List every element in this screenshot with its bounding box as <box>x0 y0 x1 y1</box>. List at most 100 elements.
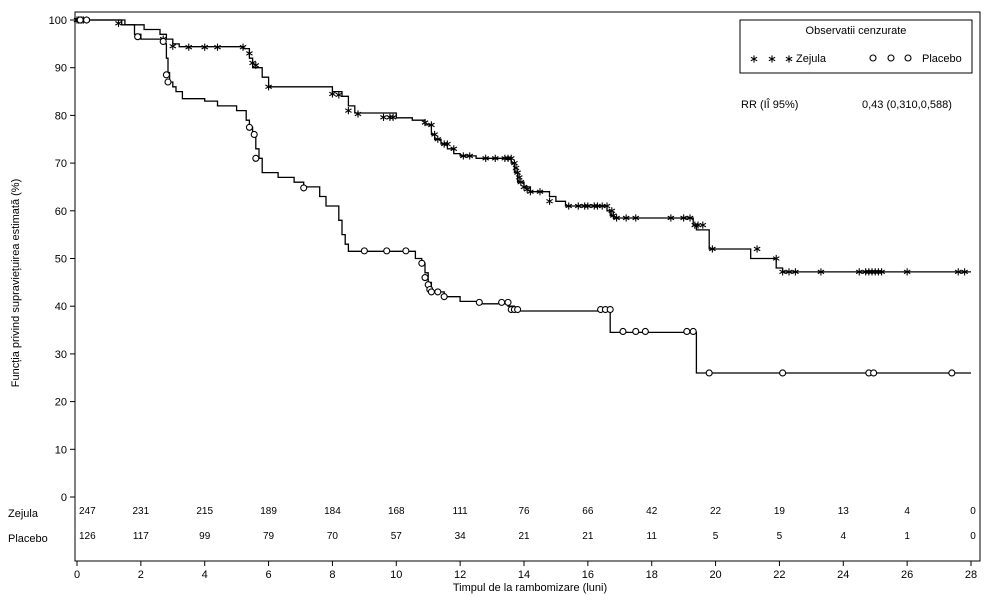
legend-zejula-markers <box>750 55 793 63</box>
marker-stroke <box>817 269 825 275</box>
censor-mark-asterisk <box>526 188 534 196</box>
censor-mark-asterisk <box>954 268 962 276</box>
censor-mark-asterisk <box>335 91 343 99</box>
x-tick-label: 12 <box>454 569 466 581</box>
risk-count: 168 <box>388 506 405 517</box>
marker-stroke <box>185 44 193 50</box>
marker-stroke <box>622 215 630 221</box>
y-tick-label: 30 <box>55 349 67 361</box>
marker-stroke <box>434 136 442 142</box>
y-tick-label: 50 <box>55 254 67 266</box>
marker-stroke <box>512 165 520 171</box>
x-tick-label: 0 <box>74 569 80 581</box>
censor-mark-circle <box>421 274 429 282</box>
censor-mark-circle <box>418 259 426 267</box>
marker-stroke <box>428 122 435 128</box>
y-axis: 0 10 20 30 40 50 60 70 80 90 100 <box>49 15 75 504</box>
y-tick-label: 100 <box>49 15 67 27</box>
y-tick-label: 20 <box>55 397 67 409</box>
marker-stroke <box>608 208 616 214</box>
marker-stroke <box>536 189 544 194</box>
censor-mark-asterisk <box>389 113 397 121</box>
y-tick-label: 90 <box>55 63 67 75</box>
censor-mark-asterisk <box>779 268 787 276</box>
censor-mark-asterisk <box>613 214 620 222</box>
marker-stroke <box>517 179 525 185</box>
risk-count: 1 <box>904 531 910 542</box>
censor-mark-circle <box>606 305 614 314</box>
marker-stroke <box>507 156 515 161</box>
risk-count: 231 <box>133 506 150 517</box>
marker-stroke <box>779 269 787 275</box>
marker-stroke <box>249 60 257 66</box>
marker-stroke <box>667 215 675 221</box>
censor-mark-asterisk <box>855 268 863 276</box>
marker-stroke <box>632 215 640 221</box>
risk-count: 21 <box>518 531 530 542</box>
marker-stroke <box>514 170 522 175</box>
marker-stroke <box>431 132 439 137</box>
censor-mark-circle <box>475 298 483 306</box>
marker-stroke <box>523 187 531 192</box>
censor-mark-asterisk <box>686 214 694 222</box>
marker-stroke <box>169 43 177 49</box>
marker-stroke <box>750 56 758 62</box>
censor-mark-asterisk <box>878 268 886 276</box>
risk-count: 34 <box>455 531 467 542</box>
marker-stroke <box>686 215 694 221</box>
censor-mark-asterisk <box>431 130 439 139</box>
marker-stroke <box>791 269 799 275</box>
x-tick-label: 4 <box>202 569 208 581</box>
censor-mark-circle <box>134 33 142 41</box>
censor-mark-circle <box>514 305 522 314</box>
marker-stroke <box>574 203 582 209</box>
risk-count: 117 <box>133 531 149 542</box>
censor-mark-asterisk <box>450 145 458 153</box>
censor-mark-asterisk <box>201 43 209 51</box>
risk-row-label: Placebo <box>8 533 48 545</box>
censor-mark-asterisk <box>507 154 515 162</box>
marker-stroke <box>961 269 969 275</box>
legend-circle-icon <box>869 54 877 62</box>
censor-mark-asterisk <box>574 202 582 210</box>
x-tick-label: 6 <box>266 569 272 581</box>
risk-count: 126 <box>79 531 96 542</box>
censor-mark-circle <box>440 293 448 301</box>
risk-count: 42 <box>646 506 658 517</box>
marker-stroke <box>421 120 429 125</box>
legend-asterisk-icon <box>785 55 793 63</box>
x-tick-label: 14 <box>518 569 530 581</box>
censor-mark-asterisk <box>753 245 761 253</box>
risk-count: 76 <box>518 506 530 517</box>
marker-stroke <box>389 115 397 120</box>
censor-mark-circle <box>427 288 435 296</box>
censor-mark-circle <box>619 327 627 336</box>
censor-mark-asterisk <box>443 140 451 148</box>
marker-stroke <box>546 198 553 204</box>
censor-mark-circle <box>159 37 167 46</box>
censor-mark-circle <box>383 247 391 255</box>
censor-mark-asterisk <box>817 268 825 276</box>
censor-mark-circle <box>434 288 442 296</box>
censor-marks-zejula <box>73 16 969 276</box>
x-tick-label: 20 <box>709 569 721 581</box>
marker-stroke <box>466 153 474 159</box>
censor-mark-circle <box>641 327 649 336</box>
legend-placebo-markers <box>869 54 912 62</box>
marker-stroke <box>699 222 707 228</box>
risk-count: 99 <box>199 531 211 542</box>
censor-mark-asterisk <box>772 254 780 263</box>
censor-mark-circle <box>250 130 258 139</box>
marker-stroke <box>252 63 260 68</box>
censor-mark-circle <box>870 369 878 377</box>
marker-stroke <box>246 51 253 56</box>
marker-stroke <box>115 21 122 26</box>
censor-mark-circle <box>705 369 713 377</box>
marker-stroke <box>491 156 499 161</box>
marker-stroke <box>329 91 336 97</box>
stat-label: RR (IÎ 95%) <box>741 98 798 111</box>
censor-mark-asterisk <box>459 152 467 160</box>
censor-mark-asterisk <box>246 49 253 57</box>
x-tick-label: 8 <box>329 569 335 581</box>
